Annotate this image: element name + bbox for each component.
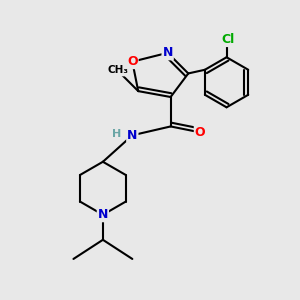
Text: N: N	[98, 208, 108, 221]
Text: O: O	[195, 126, 206, 139]
Text: N: N	[163, 46, 173, 59]
Text: O: O	[127, 55, 138, 68]
Text: Cl: Cl	[221, 33, 235, 46]
Text: CH₃: CH₃	[107, 65, 128, 76]
Text: N: N	[127, 129, 137, 142]
Text: H: H	[112, 129, 121, 139]
